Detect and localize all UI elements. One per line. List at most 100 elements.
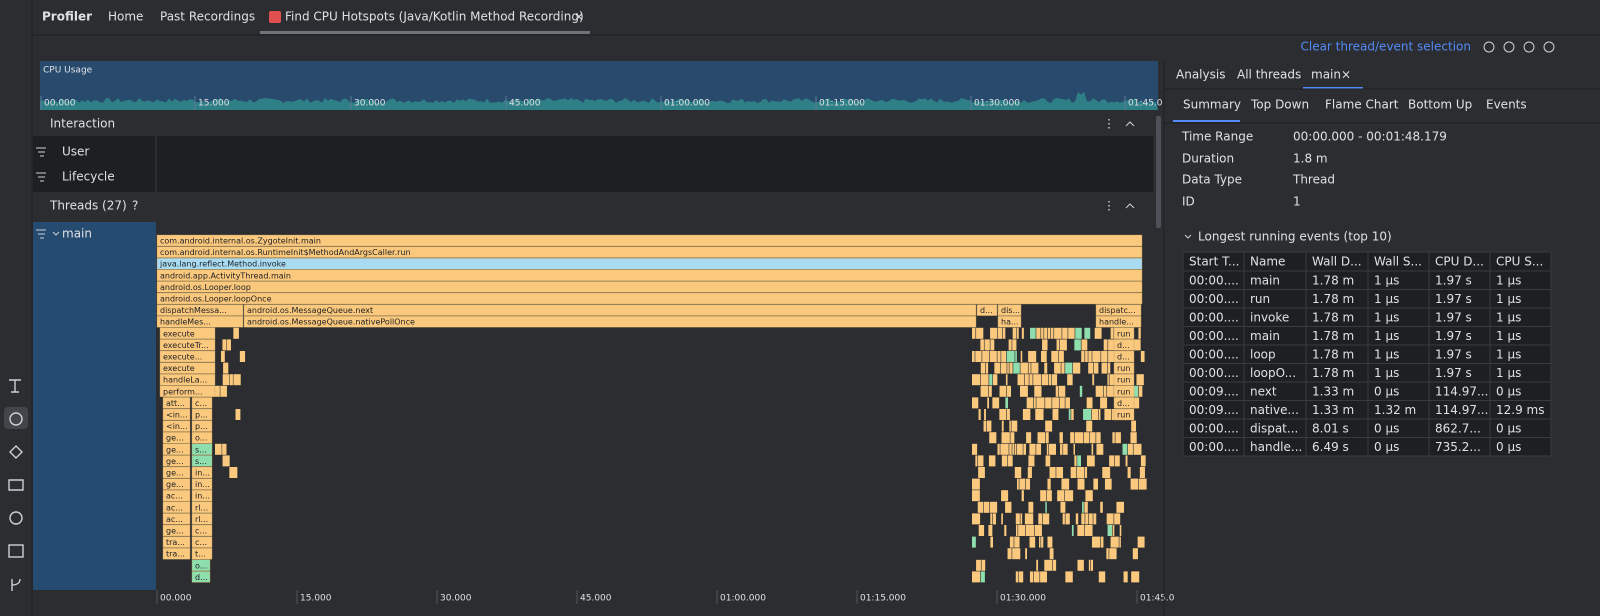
- frame[interactable]: [1113, 385, 1135, 397]
- frame[interactable]: [159, 339, 216, 351]
- frame[interactable]: [191, 443, 213, 455]
- top-tab[interactable]: Home: [108, 10, 143, 24]
- frame: [1047, 478, 1051, 490]
- collapse-button[interactable]: [1125, 203, 1135, 209]
- frame[interactable]: [156, 316, 244, 328]
- scrollbar[interactable]: [1156, 116, 1161, 228]
- frame[interactable]: [1113, 408, 1135, 421]
- frame[interactable]: [162, 548, 191, 560]
- frame[interactable]: [191, 536, 213, 548]
- frame[interactable]: [162, 420, 191, 432]
- frame[interactable]: [191, 397, 213, 409]
- frame[interactable]: [156, 304, 244, 316]
- frame[interactable]: [156, 269, 1143, 281]
- frame[interactable]: [997, 304, 1022, 316]
- frame: [1045, 432, 1049, 444]
- frame[interactable]: [156, 292, 1143, 305]
- collapse-button[interactable]: [1125, 121, 1135, 127]
- expand-chevron[interactable]: [52, 231, 60, 236]
- top-tab[interactable]: Find CPU Hotspots (Java/Kotlin Method Re…: [285, 10, 584, 24]
- analysis-subtab[interactable]: Top Down: [1250, 98, 1309, 112]
- cpu-axis-label: 15.000: [198, 99, 230, 109]
- frame[interactable]: [162, 524, 191, 537]
- frame[interactable]: [159, 327, 216, 339]
- analysis-tab[interactable]: Analysis: [1176, 68, 1225, 82]
- profiler-icon[interactable]: [9, 412, 23, 426]
- frame[interactable]: [1113, 339, 1135, 351]
- analysis-tab[interactable]: All threads: [1237, 68, 1301, 82]
- analysis-subtab[interactable]: Summary: [1183, 98, 1241, 112]
- frame[interactable]: [191, 571, 211, 583]
- frame[interactable]: [162, 501, 191, 513]
- frame[interactable]: [159, 362, 216, 374]
- frame[interactable]: [243, 316, 977, 328]
- frame[interactable]: [162, 397, 191, 409]
- frame[interactable]: [191, 408, 213, 421]
- clear-selection-link[interactable]: Clear thread/event selection: [1300, 40, 1471, 54]
- more-button[interactable]: ⋮: [1103, 117, 1115, 131]
- analysis-tab[interactable]: main: [1311, 68, 1341, 82]
- frame[interactable]: [1095, 316, 1142, 328]
- frame[interactable]: [243, 304, 977, 316]
- zoom-button[interactable]: [1543, 41, 1555, 53]
- frame[interactable]: [191, 490, 213, 502]
- problems-icon[interactable]: [9, 511, 23, 525]
- frame[interactable]: [162, 490, 191, 502]
- gem-icon[interactable]: [9, 445, 23, 459]
- cat-icon[interactable]: [8, 479, 24, 491]
- frame[interactable]: [156, 234, 1143, 247]
- frame[interactable]: [162, 466, 191, 479]
- frame[interactable]: [159, 374, 216, 386]
- analysis-subtab[interactable]: Bottom Up: [1408, 98, 1472, 112]
- top-tab[interactable]: Past Recordings: [160, 10, 255, 24]
- frame: [1093, 478, 1099, 490]
- frame[interactable]: [156, 281, 1143, 293]
- profiler-icon-bg[interactable]: [4, 407, 28, 429]
- frame[interactable]: [1113, 362, 1135, 374]
- frame[interactable]: [162, 513, 191, 525]
- git-icon[interactable]: [11, 578, 21, 591]
- frame[interactable]: [1113, 327, 1135, 339]
- frame[interactable]: [191, 524, 213, 537]
- frame[interactable]: [162, 536, 191, 548]
- zoom-button[interactable]: [1503, 41, 1515, 53]
- frame[interactable]: [162, 443, 191, 455]
- tab-close[interactable]: ×: [574, 10, 584, 24]
- frame[interactable]: [191, 478, 213, 490]
- frame[interactable]: [191, 466, 213, 479]
- frame[interactable]: [191, 501, 213, 513]
- frame[interactable]: [191, 420, 213, 432]
- frame[interactable]: [162, 432, 191, 444]
- frame[interactable]: [162, 478, 191, 490]
- frame[interactable]: [191, 455, 213, 467]
- frame[interactable]: [162, 455, 191, 467]
- analysis-subtab[interactable]: Events: [1486, 98, 1527, 112]
- frame[interactable]: [191, 559, 211, 571]
- frame[interactable]: [1113, 397, 1135, 409]
- frame[interactable]: [1113, 374, 1135, 386]
- frame[interactable]: [162, 408, 191, 421]
- frame[interactable]: [159, 350, 216, 363]
- close-tab[interactable]: ×: [1341, 68, 1351, 82]
- frame-label: run: [1117, 364, 1130, 373]
- zoom-button[interactable]: [1523, 41, 1535, 53]
- frame[interactable]: [156, 246, 1143, 258]
- terminal-icon[interactable]: [8, 544, 24, 558]
- frame[interactable]: [156, 258, 1143, 270]
- frame[interactable]: [976, 304, 998, 316]
- frame[interactable]: [191, 432, 213, 444]
- more-button[interactable]: ⋮: [1103, 199, 1115, 213]
- build-icon[interactable]: [9, 379, 21, 393]
- analysis-subtab[interactable]: Flame Chart: [1325, 98, 1399, 112]
- section-chevron[interactable]: [1184, 234, 1192, 239]
- frame[interactable]: [191, 513, 213, 525]
- frame[interactable]: [191, 548, 213, 560]
- frame[interactable]: [1095, 304, 1142, 316]
- frame-label: dispatchMessa...: [160, 306, 227, 315]
- zoom-button[interactable]: [1483, 41, 1495, 53]
- frame[interactable]: [1113, 350, 1135, 363]
- frame[interactable]: [997, 316, 1022, 328]
- tab-underline: [1303, 87, 1363, 89]
- frame: [215, 443, 222, 455]
- frame[interactable]: [159, 385, 216, 397]
